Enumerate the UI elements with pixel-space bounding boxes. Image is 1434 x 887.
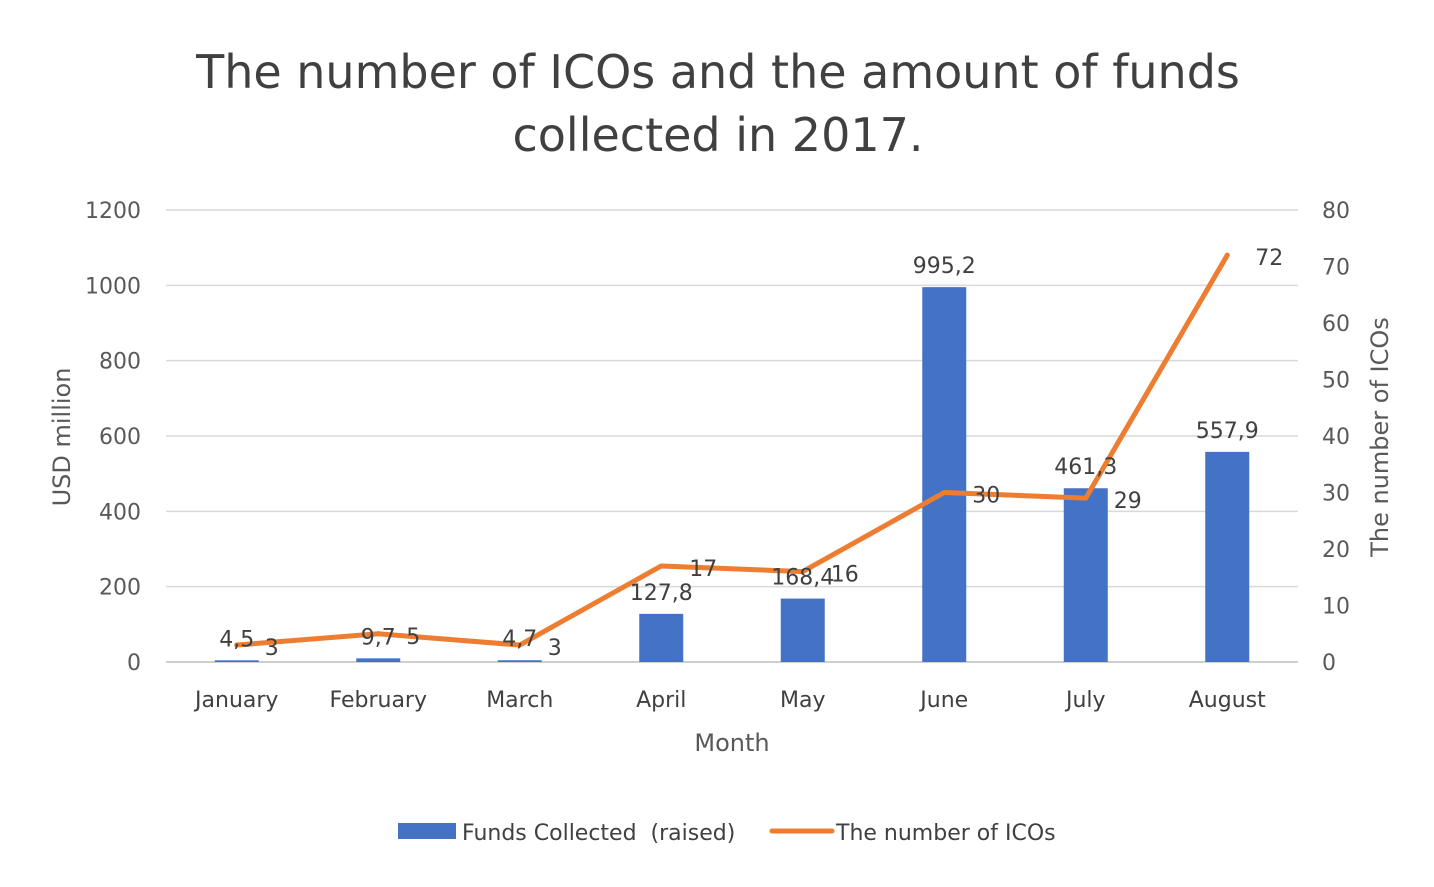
gridlines bbox=[166, 209, 1298, 663]
right-axis-tick-label: 60 bbox=[1322, 312, 1350, 337]
chart-title-line-2: collected in 2017. bbox=[513, 108, 924, 162]
x-axis-tick-label: February bbox=[330, 688, 428, 713]
chart-title: The number of ICOs and the amount of fun… bbox=[195, 45, 1240, 162]
right-axis-tick-label: 10 bbox=[1322, 595, 1350, 620]
bar-series bbox=[214, 287, 1250, 662]
right-axis-tick-label: 80 bbox=[1322, 199, 1350, 224]
legend: Funds Collected (raised) The number of IC… bbox=[398, 821, 1056, 846]
left-axis-tick-label: 800 bbox=[99, 350, 141, 375]
line-data-labels: 3 5 3 17 16 30 29 72 bbox=[265, 246, 1284, 661]
line-point bbox=[941, 490, 947, 495]
line-data-label: 30 bbox=[972, 484, 1000, 509]
legend-label-funds: Funds Collected (raised) bbox=[462, 821, 735, 846]
bar bbox=[1063, 488, 1108, 662]
bar-data-label: 9,7 bbox=[361, 625, 396, 650]
line-point bbox=[375, 631, 381, 637]
bar bbox=[780, 598, 825, 662]
left-axis-ticks: 0 200 400 600 800 1000 1200 bbox=[85, 199, 141, 676]
x-axis-tick-label: January bbox=[193, 688, 278, 713]
left-axis-tick-label: 400 bbox=[99, 500, 141, 525]
line-data-label: 3 bbox=[548, 636, 562, 661]
bar-data-label: 557,9 bbox=[1196, 419, 1259, 444]
left-axis-tick-label: 200 bbox=[99, 576, 141, 601]
y-axis-right-title: The number of ICOs bbox=[1366, 317, 1394, 558]
line-point bbox=[1224, 252, 1230, 258]
left-axis-tick-label: 0 bbox=[127, 651, 141, 676]
right-axis-tick-label: 70 bbox=[1322, 256, 1350, 281]
line-path bbox=[234, 252, 1230, 648]
bar-data-label: 461,3 bbox=[1054, 455, 1117, 480]
line-data-label: 17 bbox=[689, 557, 717, 582]
bar bbox=[1205, 451, 1250, 662]
x-axis-tick-label: May bbox=[780, 688, 825, 713]
x-axis-tick-label: March bbox=[486, 688, 553, 713]
right-axis-tick-label: 0 bbox=[1322, 651, 1336, 676]
right-axis-tick-label: 20 bbox=[1322, 538, 1350, 563]
line-data-label: 16 bbox=[831, 563, 859, 588]
bar-data-label: 995,2 bbox=[913, 254, 976, 279]
line-point bbox=[234, 642, 240, 648]
line-data-label: 72 bbox=[1255, 246, 1283, 271]
bar bbox=[356, 658, 401, 662]
right-axis-ticks: 0 10 20 30 40 50 60 70 80 bbox=[1322, 199, 1350, 676]
chart-title-line-1: The number of ICOs and the amount of fun… bbox=[195, 45, 1240, 99]
line-point bbox=[800, 569, 806, 575]
line-point bbox=[658, 563, 664, 569]
bar bbox=[639, 613, 684, 662]
x-axis-tick-label: April bbox=[636, 688, 686, 713]
legend-label-icos: The number of ICOs bbox=[835, 821, 1056, 846]
bar bbox=[497, 660, 542, 662]
x-axis-ticks: January February March April May June July Augu… bbox=[193, 688, 1266, 713]
bar-data-labels: 4,5 9,7 4,7 127,8 168,4 995,2 461,3 557,9 bbox=[219, 254, 1258, 652]
right-axis-tick-label: 40 bbox=[1322, 425, 1350, 450]
bar-data-label: 4,7 bbox=[502, 627, 537, 652]
bar-data-label: 127,8 bbox=[630, 581, 693, 606]
x-axis-tick-label: July bbox=[1064, 688, 1106, 713]
right-axis-tick-label: 50 bbox=[1322, 369, 1350, 394]
x-axis-tick-label: June bbox=[918, 688, 968, 713]
line-point bbox=[517, 642, 523, 648]
line-data-label: 3 bbox=[265, 636, 279, 661]
bar-data-label: 4,5 bbox=[219, 627, 254, 652]
x-axis-title: Month bbox=[694, 729, 769, 757]
bar-data-label: 168,4 bbox=[771, 566, 834, 591]
left-axis-tick-label: 600 bbox=[99, 425, 141, 450]
line-point bbox=[1083, 495, 1089, 501]
y-axis-left-title: USD million bbox=[48, 368, 76, 507]
legend-swatch-funds bbox=[398, 823, 456, 839]
line-data-label: 29 bbox=[1114, 489, 1142, 514]
line-series bbox=[234, 252, 1230, 648]
left-axis-tick-label: 1200 bbox=[85, 199, 141, 224]
x-axis-tick-label: August bbox=[1189, 688, 1266, 713]
line-data-label: 5 bbox=[406, 625, 420, 650]
bar bbox=[922, 287, 967, 662]
right-axis-tick-label: 30 bbox=[1322, 482, 1350, 507]
left-axis-tick-label: 1000 bbox=[85, 274, 141, 299]
bar bbox=[214, 660, 259, 662]
